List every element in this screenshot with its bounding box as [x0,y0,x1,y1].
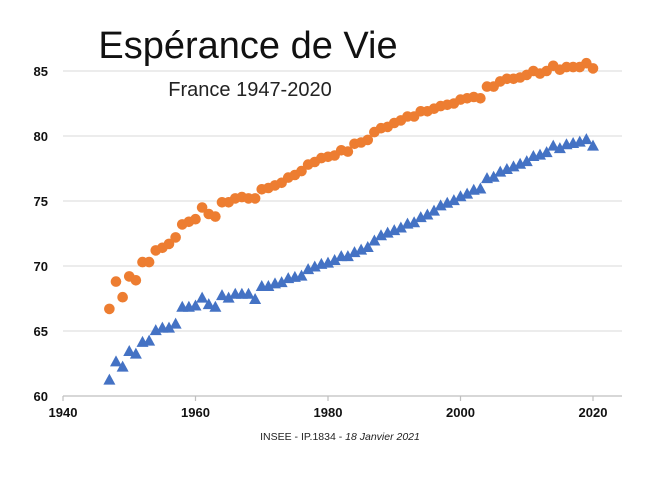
data-point-blue-1947 [103,373,116,385]
data-point-orange-1951 [130,275,142,286]
data-point-orange-1960 [190,213,201,225]
data-point-blue-1951 [129,347,142,359]
data-point-blue-2001 [461,187,474,199]
data-point-blue-1983 [341,250,354,262]
data-point-blue-1963 [209,300,222,312]
chart-title: Espérance de Vie [98,25,397,67]
data-point-blue-2015 [553,142,566,154]
data-point-blue-2014 [547,139,560,151]
data-point-blue-1956 [163,321,175,333]
chart-subtitle: France 1947-2020 [168,79,331,101]
data-point-blue-1996 [428,204,440,216]
data-point-blue-1957 [169,317,182,329]
x-tick-label-2000: 2000 [446,405,475,420]
data-point-blue-2013 [540,146,553,158]
data-point-blue-1968 [242,287,255,299]
y-tick-label-60: 60 [34,389,48,404]
data-point-blue-1976 [295,269,308,281]
data-point-orange-2020 [587,63,599,74]
data-point-blue-1950 [123,344,136,356]
data-point-blue-1949 [116,360,129,372]
data-point-blue-2005 [487,170,500,182]
x-tick-label-2020: 2020 [579,405,608,420]
data-point-blue-1969 [249,292,262,304]
data-point-blue-2020 [587,139,599,151]
data-point-blue-1962 [202,298,215,310]
data-point-orange-1947 [104,303,115,315]
data-point-orange-2003 [475,93,486,104]
data-point-blue-1987 [368,234,381,246]
data-point-blue-1965 [222,291,235,303]
data-point-blue-1948 [110,355,122,367]
data-point-orange-1957 [170,232,181,243]
x-tick-label-1940: 1940 [49,405,78,420]
y-tick-label-80: 80 [34,129,48,144]
data-point-orange-1956 [163,238,175,250]
data-point-orange-1969 [249,193,261,204]
y-tick-label-65: 65 [34,324,48,339]
data-point-orange-1961 [196,202,208,213]
x-tick-label-1960: 1960 [181,405,210,420]
y-tick-label-85: 85 [34,64,48,79]
data-point-blue-2010 [520,155,533,167]
data-point-blue-1960 [189,299,202,311]
source-date: 18 Janvier 2021 [345,431,420,443]
axes: 60 65 70 75 80 85 1940 1960 1980 2000 2020 [34,64,622,420]
source-text: INSEE - IP.1834 - [260,431,345,443]
data-point-blue-1961 [196,291,209,303]
data-point-orange-1948 [110,276,122,287]
data-point-blue-2003 [474,182,487,194]
data-point-blue-1995 [421,208,434,220]
data-point-blue-2019 [580,133,593,145]
data-point-blue-1993 [408,216,421,228]
data-point-blue-1981 [328,253,341,265]
y-tick-label-75: 75 [34,194,48,209]
data-point-orange-1986 [362,134,374,146]
data-point-blue-1953 [143,334,156,346]
x-tick-label-1980: 1980 [314,405,343,420]
data-point-orange-1976 [296,165,307,177]
source-note: INSEE - IP.1834 - 18 Janvier 2021 [260,431,420,443]
data-point-blue-1999 [447,194,460,206]
data-points [103,57,599,385]
data-point-blue-1991 [394,221,407,233]
data-point-orange-1963 [210,211,221,222]
gridlines [63,70,622,332]
data-point-blue-1964 [216,289,228,301]
y-tick-label-70: 70 [34,259,48,274]
data-point-orange-1949 [117,291,128,303]
data-point-orange-1983 [342,146,354,157]
data-point-blue-1973 [275,276,288,288]
data-point-blue-1986 [361,240,374,252]
data-point-orange-1953 [143,256,155,268]
